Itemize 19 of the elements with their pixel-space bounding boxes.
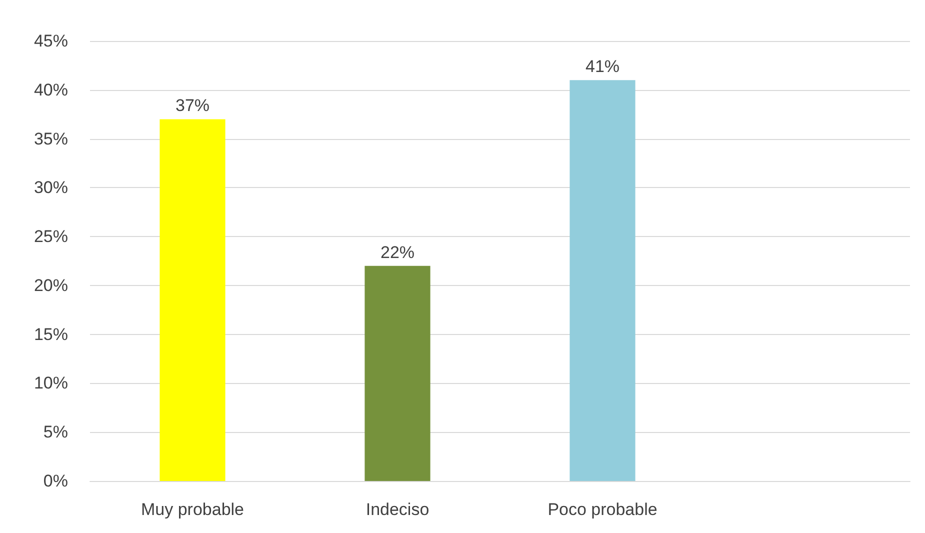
y-tick-label: 15% <box>34 324 68 344</box>
data-label: 41% <box>585 57 620 76</box>
bar <box>570 80 636 481</box>
y-tick-label: 10% <box>34 374 68 393</box>
y-tick-label: 40% <box>34 80 68 100</box>
x-tick-label: Poco probable <box>548 500 658 519</box>
data-label: 22% <box>380 242 415 262</box>
bar <box>160 119 226 481</box>
data-label: 37% <box>175 96 210 116</box>
x-tick-label: Muy probable <box>140 500 244 519</box>
y-tick-label: 0% <box>43 472 68 490</box>
y-tick-label: 20% <box>34 276 68 295</box>
y-tick-label: 25% <box>34 227 68 246</box>
y-tick-label: 35% <box>34 129 68 148</box>
y-tick-label: 30% <box>34 178 68 198</box>
bar <box>364 266 430 481</box>
y-tick-label: 45% <box>34 32 68 50</box>
x-tick-label: Indeciso <box>366 500 430 519</box>
y-tick-label: 5% <box>43 422 68 442</box>
